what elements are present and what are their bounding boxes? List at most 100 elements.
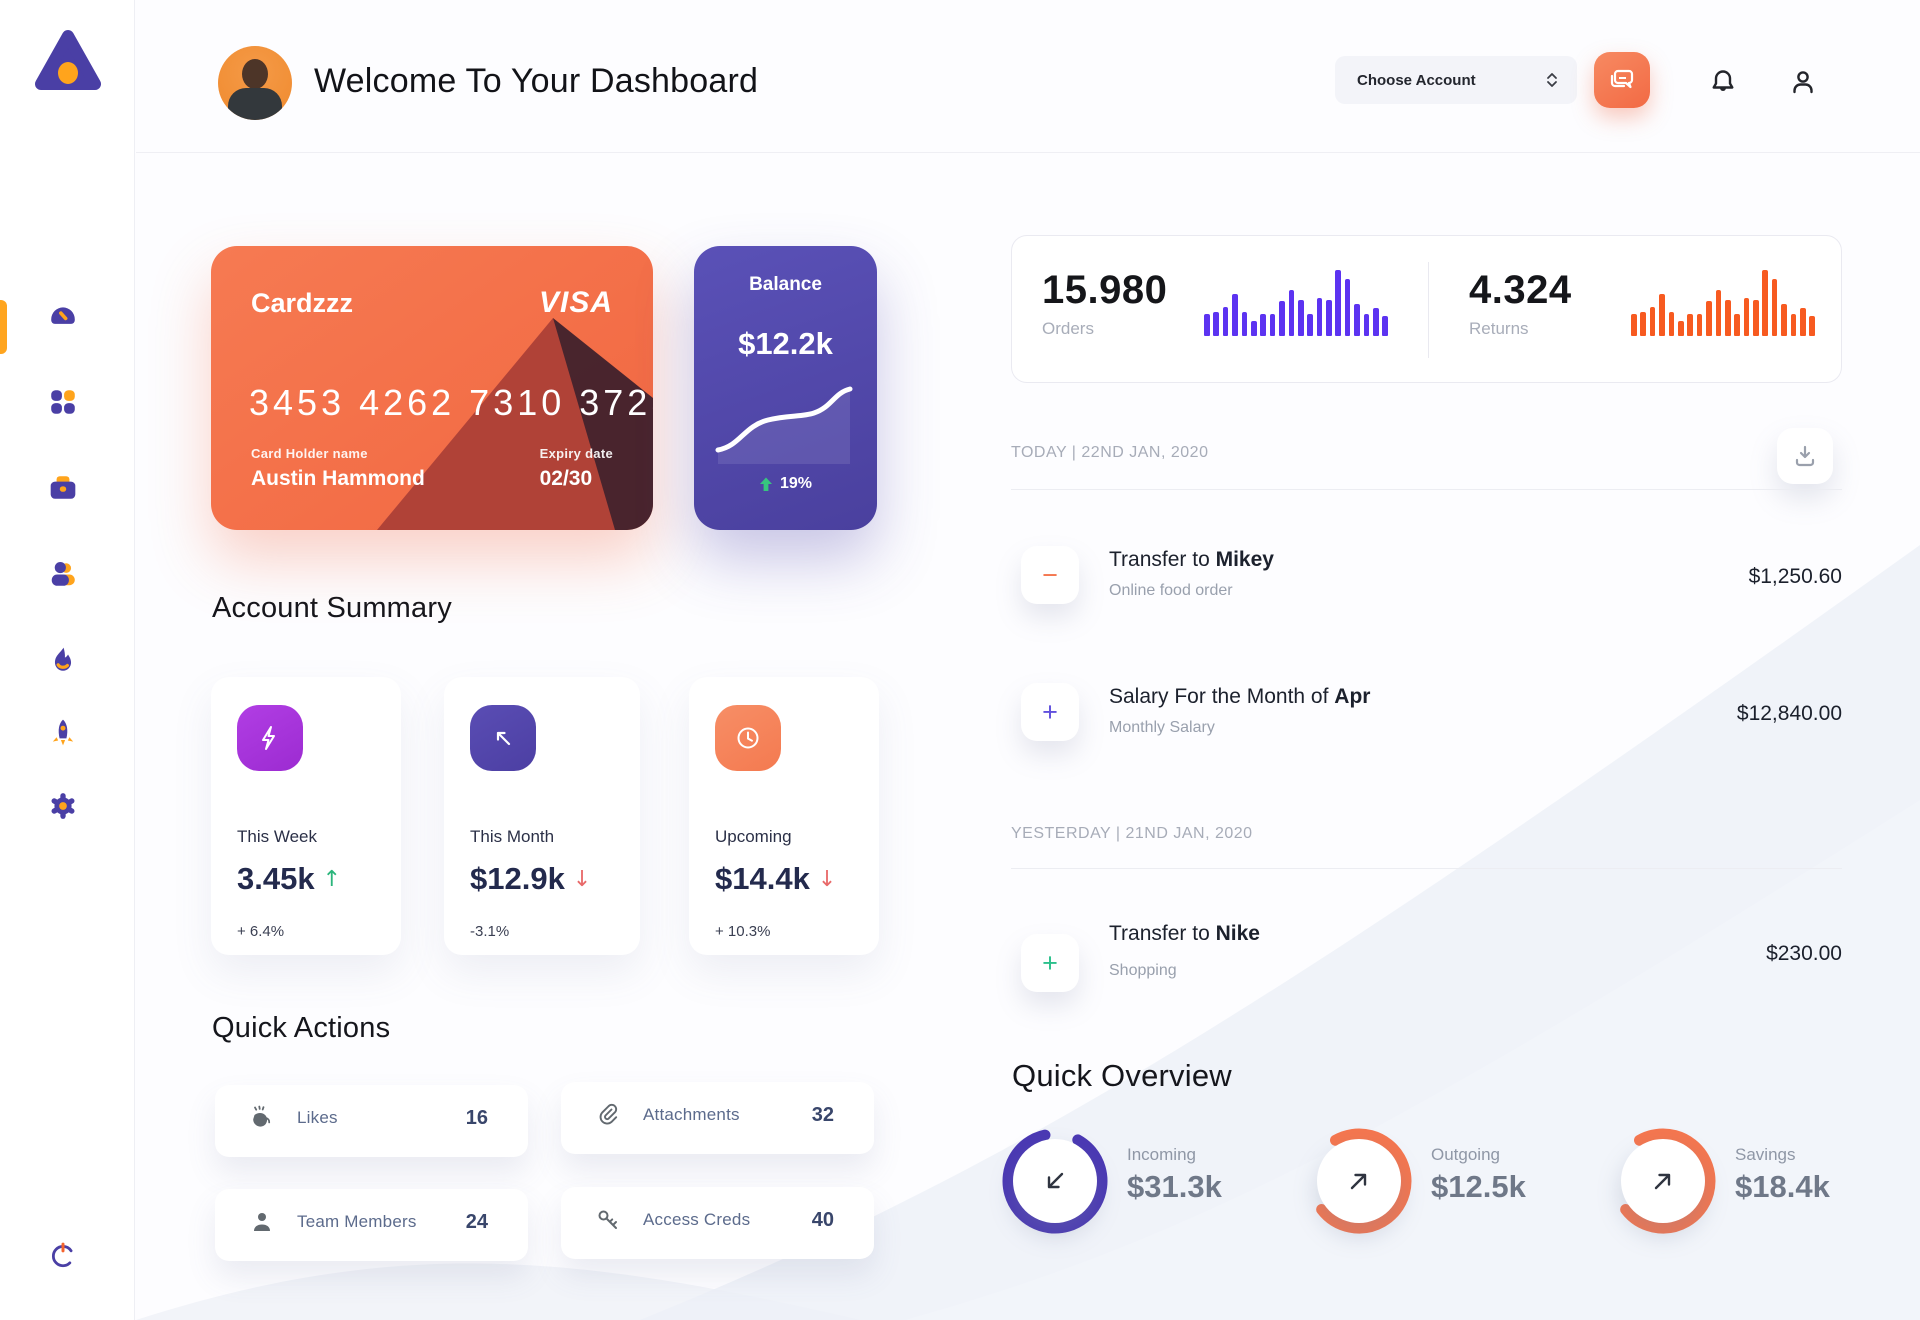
page-title: Welcome To Your Dashboard — [314, 62, 759, 100]
overview-value: $12.5k — [1431, 1169, 1526, 1204]
transaction-amount: $1,250.60 — [1748, 565, 1842, 588]
summary-delta: + 6.4% — [237, 923, 285, 940]
quick-action-attachments[interactable]: Attachments 32 — [561, 1082, 874, 1154]
summary-value: 3.45k — [237, 861, 315, 896]
user-avatar[interactable] — [218, 46, 292, 120]
quick-overview-heading: Quick Overview — [1012, 1058, 1232, 1093]
transaction-subtitle: Online food order — [1109, 582, 1233, 599]
choose-account-label: Choose Account — [1357, 71, 1476, 89]
gauge-icon — [51, 307, 75, 324]
arrow-up-icon — [759, 477, 772, 491]
sidebar-item-dashboard[interactable] — [44, 297, 82, 335]
incoming-ring — [999, 1125, 1111, 1237]
transaction-amount: $12,840.00 — [1736, 702, 1842, 725]
user-icon — [1793, 71, 1813, 94]
transaction-row[interactable]: + Salary For the Month of Apr Monthly Sa… — [1011, 683, 1842, 745]
sidebar-item-apps[interactable] — [44, 383, 82, 421]
sidebar-item-boost[interactable] — [44, 714, 82, 752]
transaction-title: Transfer to Nike — [1109, 922, 1260, 945]
divider — [1011, 868, 1842, 869]
clock-icon — [715, 705, 781, 771]
outgoing-minus-icon: − — [1021, 546, 1079, 604]
savings-ring — [1607, 1125, 1719, 1237]
app-logo[interactable] — [33, 26, 103, 96]
sidebar-item-portfolio[interactable] — [44, 469, 82, 507]
summary-value: $14.4k — [715, 861, 810, 896]
expiry-value: 02/30 — [539, 467, 593, 490]
balance-card[interactable]: Balance $12.2k 19% — [694, 246, 877, 530]
quick-action-count: 16 — [465, 1106, 488, 1129]
paperclip-icon — [599, 1103, 618, 1125]
bell-icon — [1712, 70, 1734, 91]
account-summary-heading: Account Summary — [212, 592, 452, 624]
quick-action-count: 32 — [811, 1103, 834, 1126]
summary-card-this-week[interactable]: This Week 3.45k ↑ + 6.4% — [211, 677, 401, 955]
download-statement-button[interactable] — [1777, 428, 1833, 484]
summary-label: Upcoming — [715, 827, 792, 846]
trend-down-arrow: ↓ — [572, 866, 592, 892]
sidebar-item-trending[interactable] — [44, 641, 82, 679]
orders-returns-panel: 15.980 Orders 4.324 Returns — [1011, 235, 1842, 383]
quick-action-team-members[interactable]: Team Members 24 — [215, 1189, 528, 1261]
quick-action-label: Attachments — [643, 1105, 740, 1124]
download-icon — [1795, 445, 1815, 467]
sidebar-item-team[interactable] — [44, 555, 82, 593]
transaction-subtitle: Shopping — [1109, 962, 1177, 979]
today-date-label: TODAY | 22ND JAN, 2020 — [1011, 444, 1209, 461]
card-holder-label: Card Holder name — [251, 446, 368, 461]
profile-button[interactable] — [1781, 60, 1825, 104]
card-pyramid-art — [377, 318, 653, 530]
quick-actions-heading: Quick Actions — [212, 1012, 391, 1044]
orders-bar-chart — [1204, 270, 1390, 336]
summary-card-this-month[interactable]: This Month $12.9k ↓ -3.1% — [444, 677, 640, 955]
quick-action-count: 40 — [811, 1208, 834, 1231]
stats-divider — [1428, 262, 1429, 358]
returns-label: Returns — [1469, 319, 1529, 338]
quick-action-count: 24 — [465, 1210, 488, 1233]
notifications-button[interactable] — [1701, 60, 1745, 104]
power-icon — [51, 1242, 75, 1268]
overview-savings: Savings $18.4k — [1607, 1125, 1907, 1237]
outgoing-ring — [1303, 1125, 1415, 1237]
choose-account-dropdown[interactable]: Choose Account — [1335, 56, 1577, 104]
overview-label: Outgoing — [1431, 1145, 1500, 1164]
summary-card-upcoming[interactable]: Upcoming $14.4k ↓ + 10.3% — [689, 677, 879, 955]
expiry-label: Expiry date — [539, 446, 613, 461]
orders-value: 15.980 — [1042, 268, 1168, 312]
incoming-plus-icon: + — [1021, 934, 1079, 992]
avatar-figure — [242, 59, 268, 89]
transaction-row[interactable]: − Transfer to Mikey Online food order $1… — [1011, 546, 1842, 608]
transaction-title: Transfer to Mikey — [1109, 548, 1274, 571]
overview-label: Savings — [1735, 1145, 1796, 1164]
logout-button[interactable] — [44, 1236, 82, 1274]
transaction-title: Salary For the Month of Apr — [1109, 685, 1371, 708]
sidebar-active-indicator — [0, 300, 7, 354]
key-icon — [598, 1210, 617, 1229]
flame-icon — [54, 647, 72, 671]
orders-label: Orders — [1042, 319, 1094, 338]
apps-grid-icon — [51, 390, 75, 414]
summary-delta: -3.1% — [470, 923, 510, 940]
quick-action-label: Likes — [297, 1108, 338, 1127]
summary-value: $12.9k — [470, 861, 565, 896]
balance-change: 19% — [779, 475, 813, 492]
overview-label: Incoming — [1127, 1145, 1196, 1164]
transaction-row[interactable]: + Transfer to Nike Shopping $230.00 — [1011, 920, 1842, 992]
chat-bubbles-icon — [1610, 69, 1634, 89]
returns-bar-chart — [1631, 270, 1817, 336]
divider — [1011, 489, 1842, 490]
balance-title: Balance — [749, 274, 822, 295]
card-number: 3453 4262 7310 3728 — [249, 382, 653, 423]
quick-action-access-creds[interactable]: Access Creds 40 — [561, 1187, 874, 1259]
yesterday-date-label: YESTERDAY | 21ND JAN, 2020 — [1011, 825, 1253, 842]
credit-card[interactable]: Cardzzz VISA 3453 4262 7310 3728 Card Ho… — [211, 246, 653, 530]
arrow-up-right-icon — [1654, 1173, 1671, 1190]
quick-action-likes[interactable]: Likes 16 — [215, 1085, 528, 1157]
trend-down-arrow: ↓ — [817, 866, 837, 892]
avatar-figure-body — [228, 88, 282, 120]
messages-button[interactable] — [1594, 52, 1650, 108]
sidebar-item-settings[interactable] — [44, 787, 82, 825]
overview-value: $18.4k — [1735, 1169, 1830, 1204]
transaction-subtitle: Monthly Salary — [1109, 719, 1215, 736]
summary-label: This Month — [470, 827, 555, 846]
